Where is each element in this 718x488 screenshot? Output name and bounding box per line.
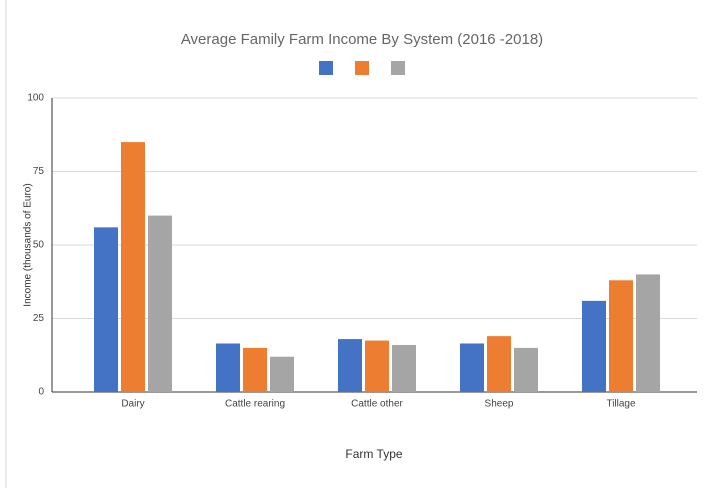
bar xyxy=(609,280,633,392)
y-tick-label: 25 xyxy=(33,313,45,324)
bar xyxy=(216,343,240,392)
bar xyxy=(636,274,660,392)
bar xyxy=(460,343,484,392)
x-axis-title: Farm Type xyxy=(345,447,402,461)
bar xyxy=(243,347,267,392)
legend-swatch xyxy=(355,61,369,75)
bar xyxy=(94,227,118,392)
x-tick-label: Dairy xyxy=(121,399,144,410)
x-tick-label: Sheep xyxy=(485,399,514,410)
x-tick-label: Cattle other xyxy=(351,399,403,410)
bar xyxy=(270,356,294,392)
bar xyxy=(121,142,145,392)
y-tick-label: 100 xyxy=(27,93,44,104)
bar xyxy=(365,340,389,392)
legend-swatch xyxy=(319,61,333,75)
y-tick-label: 50 xyxy=(33,240,45,251)
y-tick-label: 0 xyxy=(38,387,44,398)
bar xyxy=(514,347,538,392)
x-tick-label: Cattle rearing xyxy=(225,399,285,410)
bar xyxy=(338,339,362,392)
y-tick-label: 75 xyxy=(33,166,45,177)
x-tick-label: Tillage xyxy=(606,399,636,410)
bar xyxy=(487,336,511,392)
legend-swatch xyxy=(391,61,405,75)
y-axis-title: Income (thousands of Euro) xyxy=(23,183,34,306)
bar xyxy=(582,300,606,392)
chart-title: Average Family Farm Income By System (20… xyxy=(181,31,543,48)
bar xyxy=(148,215,172,392)
bar xyxy=(392,344,416,392)
